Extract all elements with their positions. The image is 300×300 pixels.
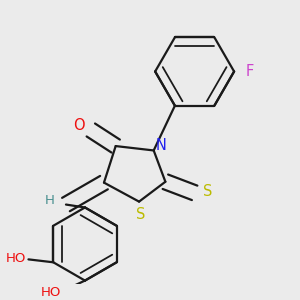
Text: F: F <box>246 64 254 79</box>
Text: S: S <box>136 207 145 222</box>
Text: S: S <box>203 184 212 199</box>
Text: H: H <box>45 194 55 207</box>
Text: O: O <box>73 118 85 133</box>
Text: HO: HO <box>40 286 61 299</box>
Text: N: N <box>156 138 167 153</box>
Text: HO: HO <box>6 252 26 265</box>
